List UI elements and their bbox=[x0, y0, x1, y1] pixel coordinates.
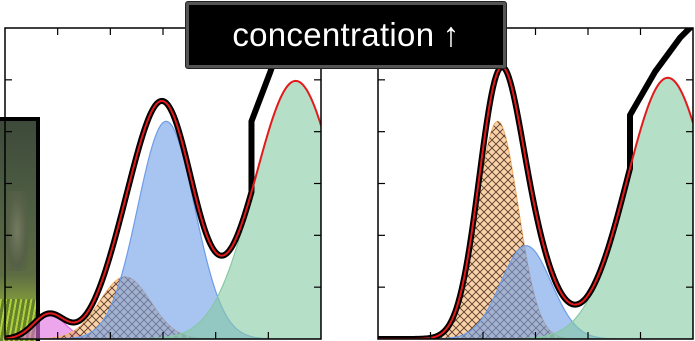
fit-curve-0 bbox=[5, 79, 321, 339]
peak-hatch-0 bbox=[5, 276, 321, 339]
concentration-label: concentration ↑ bbox=[186, 2, 506, 68]
plot-area-1 bbox=[378, 28, 693, 339]
plot-area-0 bbox=[5, 28, 321, 339]
photo-detail bbox=[6, 191, 28, 271]
up-arrow-icon: ↑ bbox=[442, 15, 460, 54]
concentration-label-text: concentration bbox=[232, 16, 435, 53]
photo-inset bbox=[0, 117, 40, 341]
